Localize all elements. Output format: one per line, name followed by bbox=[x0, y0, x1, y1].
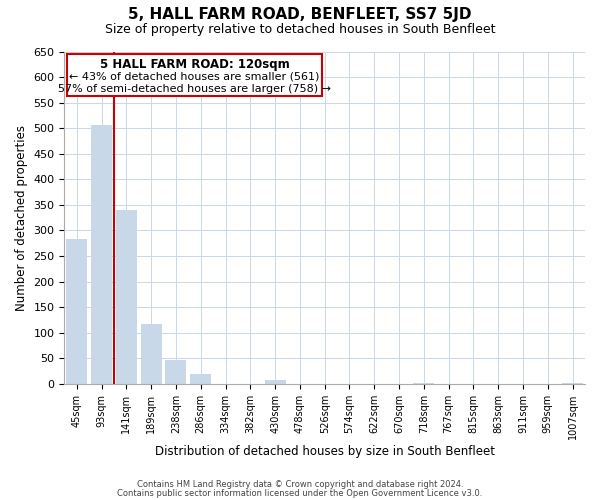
Bar bbox=[166, 360, 187, 384]
Bar bbox=[413, 383, 434, 384]
Text: Contains HM Land Registry data © Crown copyright and database right 2024.: Contains HM Land Registry data © Crown c… bbox=[137, 480, 463, 489]
Text: 5 HALL FARM ROAD: 120sqm: 5 HALL FARM ROAD: 120sqm bbox=[100, 58, 289, 71]
FancyBboxPatch shape bbox=[67, 54, 322, 96]
X-axis label: Distribution of detached houses by size in South Benfleet: Distribution of detached houses by size … bbox=[155, 444, 495, 458]
Text: Contains public sector information licensed under the Open Government Licence v3: Contains public sector information licen… bbox=[118, 488, 482, 498]
Text: 5, HALL FARM ROAD, BENFLEET, SS7 5JD: 5, HALL FARM ROAD, BENFLEET, SS7 5JD bbox=[128, 8, 472, 22]
Bar bbox=[116, 210, 137, 384]
Text: 57% of semi-detached houses are larger (758) →: 57% of semi-detached houses are larger (… bbox=[58, 84, 331, 94]
Text: ← 43% of detached houses are smaller (561): ← 43% of detached houses are smaller (56… bbox=[70, 72, 320, 82]
Bar bbox=[562, 383, 583, 384]
Y-axis label: Number of detached properties: Number of detached properties bbox=[15, 124, 28, 310]
Text: Size of property relative to detached houses in South Benfleet: Size of property relative to detached ho… bbox=[105, 22, 495, 36]
Bar bbox=[66, 239, 88, 384]
Bar bbox=[190, 374, 211, 384]
Bar bbox=[140, 324, 162, 384]
Bar bbox=[265, 380, 286, 384]
Bar bbox=[91, 124, 112, 384]
